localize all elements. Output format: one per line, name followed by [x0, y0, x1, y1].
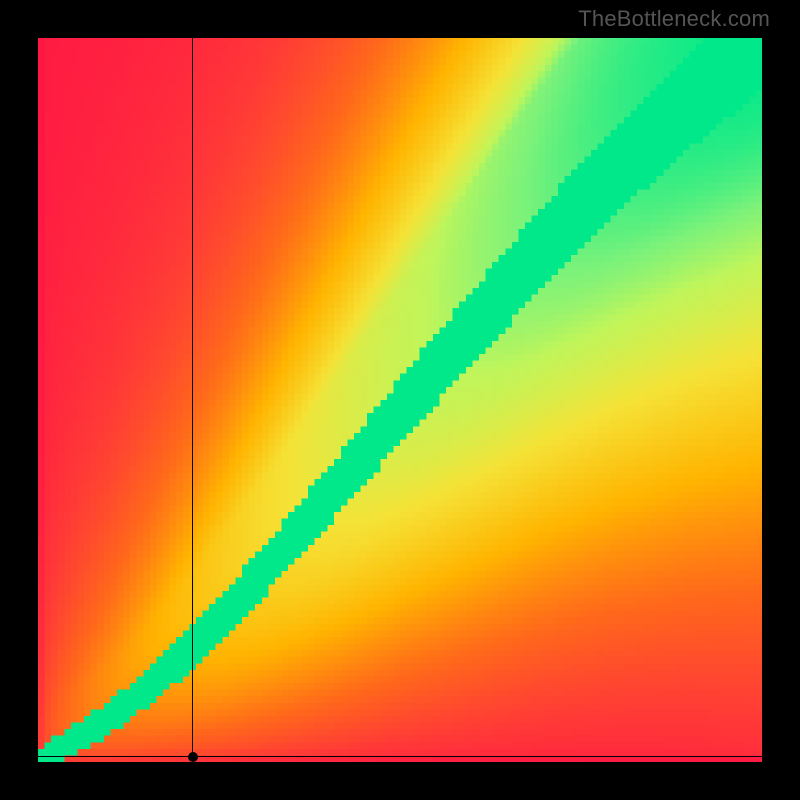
- crosshair-horizontal-line: [38, 756, 762, 757]
- crosshair-vertical-line: [192, 38, 193, 762]
- heatmap-canvas: [38, 38, 762, 762]
- crosshair-marker: [188, 752, 198, 762]
- plot-area: [38, 38, 762, 762]
- watermark-text: TheBottleneck.com: [578, 6, 770, 32]
